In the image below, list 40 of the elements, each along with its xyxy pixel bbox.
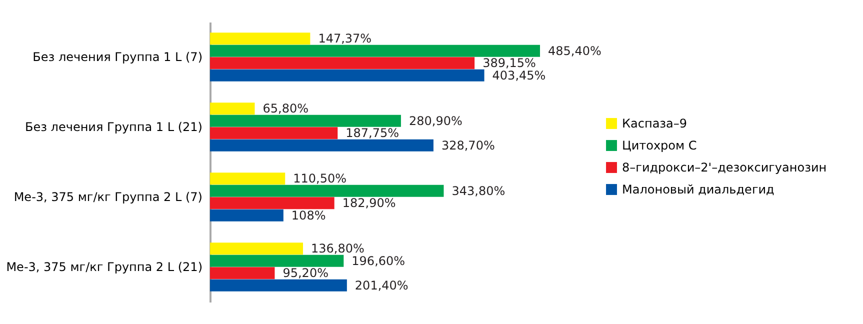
y-tick-label: Ме-3, 375 мг/кг Группа 2 L (7) [14,190,202,204]
data-label: 182,90% [342,196,396,210]
bar [210,267,275,280]
bar [210,172,286,185]
y-tick-label: Ме-3, 375 мг/кг Группа 2 L (21) [6,260,202,274]
bar [210,254,344,267]
data-label: 328,70% [441,138,495,152]
bar [210,57,475,70]
bar [210,102,255,115]
bar [210,44,540,57]
legend-label: 8–гидрокси–2'–дезоксигуанозин [622,160,827,174]
legend-label: Каспаза–9 [622,116,688,130]
data-label: 403,45% [492,68,546,82]
data-label: 280,90% [408,114,462,128]
data-label: 187,75% [346,126,400,140]
bar [210,209,284,222]
bar [210,184,444,197]
legend-label: Цитохром С [622,138,697,152]
y-tick-label: Без лечения Группа 1 L (21) [25,120,202,134]
bar [210,279,347,292]
bar [210,32,310,45]
bar [210,242,304,255]
data-label: 147,37% [318,32,372,46]
data-label: 196,60% [352,254,406,268]
legend-label: Малоновый диальдегид [622,182,774,196]
data-label: 389,15% [482,56,536,70]
y-tick-label: Без лечения Группа 1 L (7) [32,50,202,64]
data-label: 343,80% [452,184,506,198]
bar [210,197,334,210]
bar [210,139,434,152]
data-label: 136,80% [311,242,364,256]
bar [210,69,484,82]
bar [210,127,338,140]
data-label: 485,40% [548,44,602,58]
data-label: 201,40% [354,278,408,292]
data-label: 95,20% [282,266,328,280]
data-label: 65,80% [262,102,308,116]
bar [210,114,401,127]
data-label: 110,50% [293,172,347,186]
data-label: 108% [291,208,326,222]
